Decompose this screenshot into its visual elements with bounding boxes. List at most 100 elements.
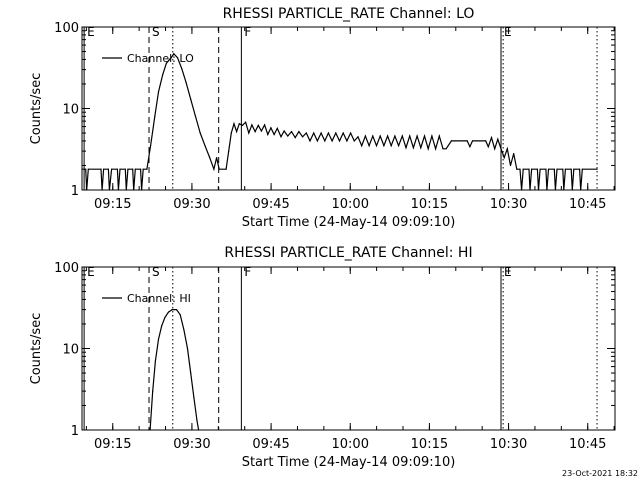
data-point [270,127,272,129]
data-point [176,57,179,59]
data-point [141,189,143,191]
data-point [346,140,348,142]
data-point [134,168,136,170]
y-tick-label: 100 [54,261,79,276]
data-point [383,145,385,147]
data-point [257,124,259,126]
data-point [125,189,127,191]
data-point [287,135,289,137]
data-point [193,397,195,399]
x-tick-label: 10:15 [411,437,448,452]
data-point [117,189,119,191]
data-point [233,123,235,125]
event-marker-label: E [87,265,95,279]
data-point [228,150,230,152]
data-point [513,153,515,155]
data-point [171,309,173,311]
data-point [596,168,598,170]
data-point [546,189,548,191]
data-point [132,168,134,170]
data-point [218,168,220,170]
event-marker-label: F [244,265,251,279]
data-point [149,429,151,431]
data-point [350,132,352,134]
data-point [107,168,109,170]
data-point [409,135,411,137]
data-point [435,148,437,150]
data-point [108,189,110,191]
data-point [170,57,172,59]
data-point [497,138,499,140]
event-marker-label: S [152,25,160,39]
data-point [87,168,89,170]
data-point [124,168,126,170]
data-point [305,132,307,134]
data-point [199,132,201,134]
data-point [238,123,240,125]
data-point [423,135,426,137]
data-point [554,189,557,191]
y-axis-label: Counts/sec [29,73,44,145]
x-tick-label: 09:45 [252,197,289,212]
event-marker-label: E [87,25,95,39]
data-point [503,157,505,159]
data-point [490,137,493,139]
data-point [173,53,175,55]
data-point [162,74,164,76]
data-point [431,135,433,137]
data-point [539,168,541,170]
data-point [394,135,396,137]
data-point [245,121,247,123]
data-point [204,145,206,147]
data-point [556,168,558,170]
data-point [260,130,262,132]
x-tick-label: 10:00 [332,197,369,212]
data-point [230,132,232,134]
data-point [416,135,418,137]
x-tick-label: 09:15 [94,437,131,452]
data-point [196,420,198,422]
data-point [469,146,471,148]
data-point [401,135,403,137]
x-tick-label: 10:45 [569,197,606,212]
data-point [154,115,156,117]
data-point [516,168,518,170]
data-point [213,168,215,170]
data-point [537,189,540,191]
data-point [487,146,489,148]
data-point [466,140,468,142]
data-point [390,145,392,147]
data-point [276,127,278,129]
data-point [485,140,487,142]
data-point [580,189,582,191]
data-point [290,131,293,133]
data-point [521,189,523,191]
data-point [267,133,269,136]
data-point [357,136,359,138]
data-point [427,148,429,150]
data-point [179,314,181,316]
generation-timestamp: 23-Oct-2021 18:32 [562,469,638,478]
chart-panel-hi: RHESSI PARTICLE_RATE Channel: HI 1 10 100 09… [29,245,616,470]
data-point [216,157,218,159]
data-point [236,131,238,133]
data-point [283,130,285,132]
data-point [165,62,167,64]
data-point [335,132,337,134]
data-series-line [149,309,200,431]
data-point [164,316,166,319]
data-point [438,135,440,137]
y-tick-label: 1 [71,424,79,439]
data-point [571,189,573,191]
data-point [445,148,447,150]
data-point [509,164,512,167]
x-tick-label: 10:30 [490,197,527,212]
data-point [302,136,304,138]
data-point [198,429,200,431]
data-point [331,140,333,142]
data-point [241,124,243,126]
data-point [150,145,152,147]
data-point [273,133,275,136]
data-point [372,135,374,137]
data-point [251,124,253,126]
